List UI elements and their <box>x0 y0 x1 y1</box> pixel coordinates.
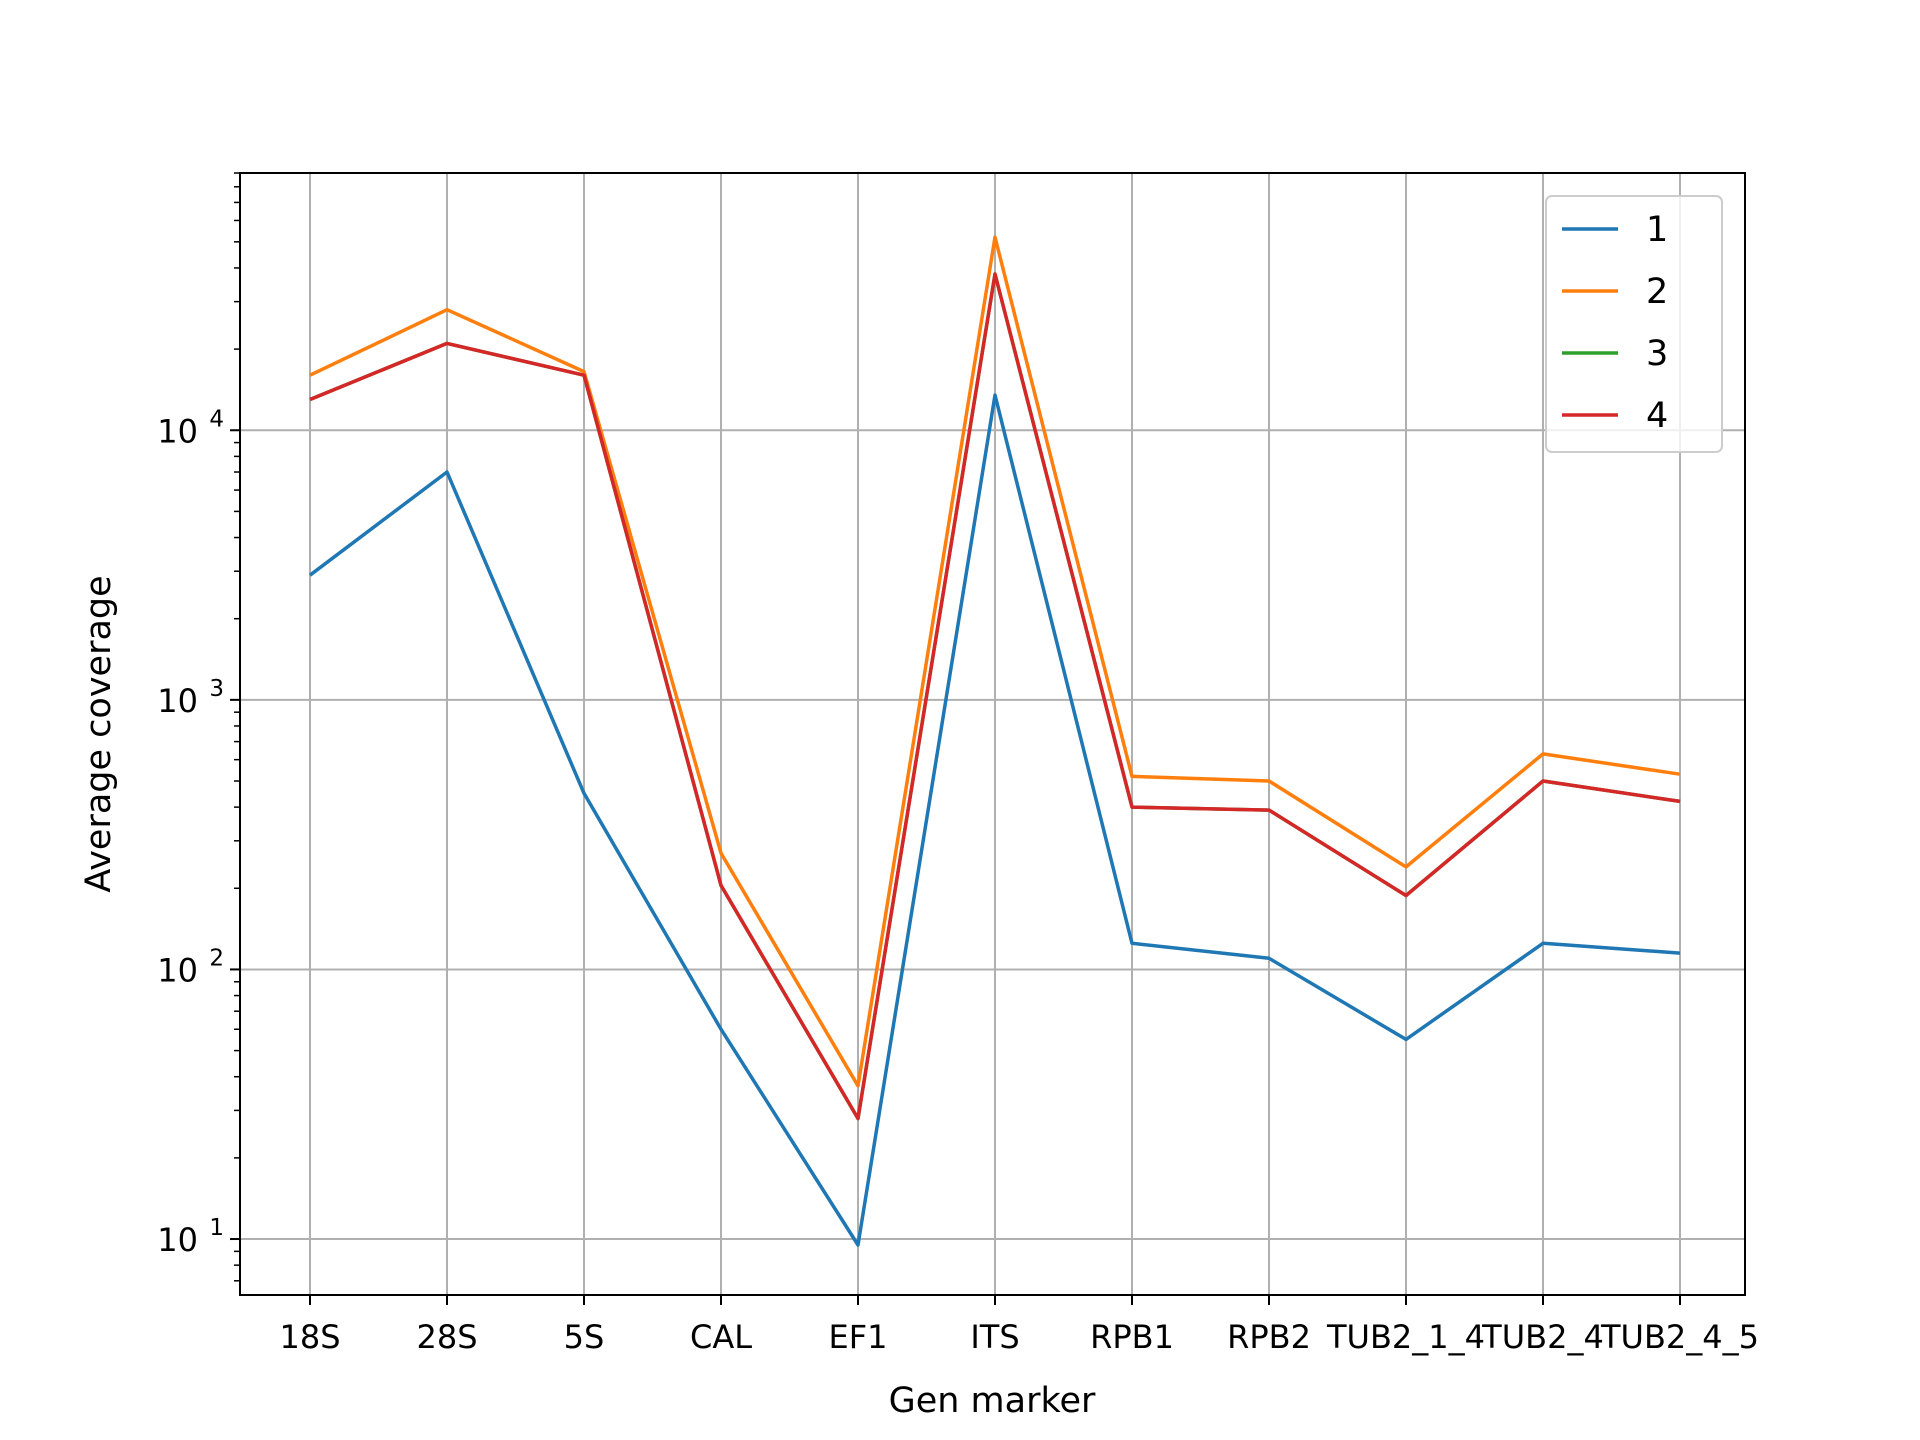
y-tick-label: 10 <box>157 1221 198 1259</box>
series-line-1 <box>308 393 1681 1247</box>
x-tick-label: TUB2_1_4 <box>1326 1318 1485 1356</box>
series-line-2 <box>309 235 1681 1088</box>
y-tick-label: 10 <box>157 412 198 450</box>
x-tick-label: ITS <box>970 1318 1019 1356</box>
x-tick-label: TUB2_4 <box>1481 1318 1604 1356</box>
x-tick-label: EF1 <box>829 1318 888 1356</box>
legend-box <box>1545 195 1723 453</box>
y-tick-exponent: 3 <box>209 676 224 702</box>
y-tick-label: 10 <box>157 951 198 989</box>
x-tick-label: CAL <box>690 1318 752 1356</box>
x-tick-label: RPB2 <box>1227 1318 1311 1356</box>
y-tick-exponent: 1 <box>209 1215 224 1241</box>
x-axis-label: Gen marker <box>889 1381 1096 1421</box>
y-tick-exponent: 2 <box>209 945 224 971</box>
x-tick-label: 28S <box>416 1318 477 1356</box>
legend-label-3: 3 <box>1646 334 1668 374</box>
tick-labels: 18S 28S 5S CAL EF1 ITS RPB1 RPB2 TUB2_1_4TUB2_4T… <box>157 406 1759 1356</box>
legend: 1 2 3 4 <box>1545 195 1723 453</box>
x-tick-label: TUB2_4_5 <box>1600 1318 1759 1356</box>
x-tick-label: 18S <box>279 1318 340 1356</box>
x-tick-label: 5S <box>564 1318 605 1356</box>
series-lines <box>308 235 1681 1247</box>
y-axis-label: Average coverage <box>79 575 119 892</box>
plot-frame <box>239 172 1746 1296</box>
legend-label-4: 4 <box>1646 396 1668 436</box>
grid <box>240 173 1745 1295</box>
legend-label-1: 1 <box>1646 210 1668 250</box>
plot-background <box>240 173 1745 1295</box>
legend-label-2: 2 <box>1646 272 1668 312</box>
y-tick-label: 10 <box>157 682 198 720</box>
y-tick-exponent: 4 <box>209 406 224 432</box>
series-line-4 <box>309 272 1681 1121</box>
x-tick-label: RPB1 <box>1090 1318 1174 1356</box>
